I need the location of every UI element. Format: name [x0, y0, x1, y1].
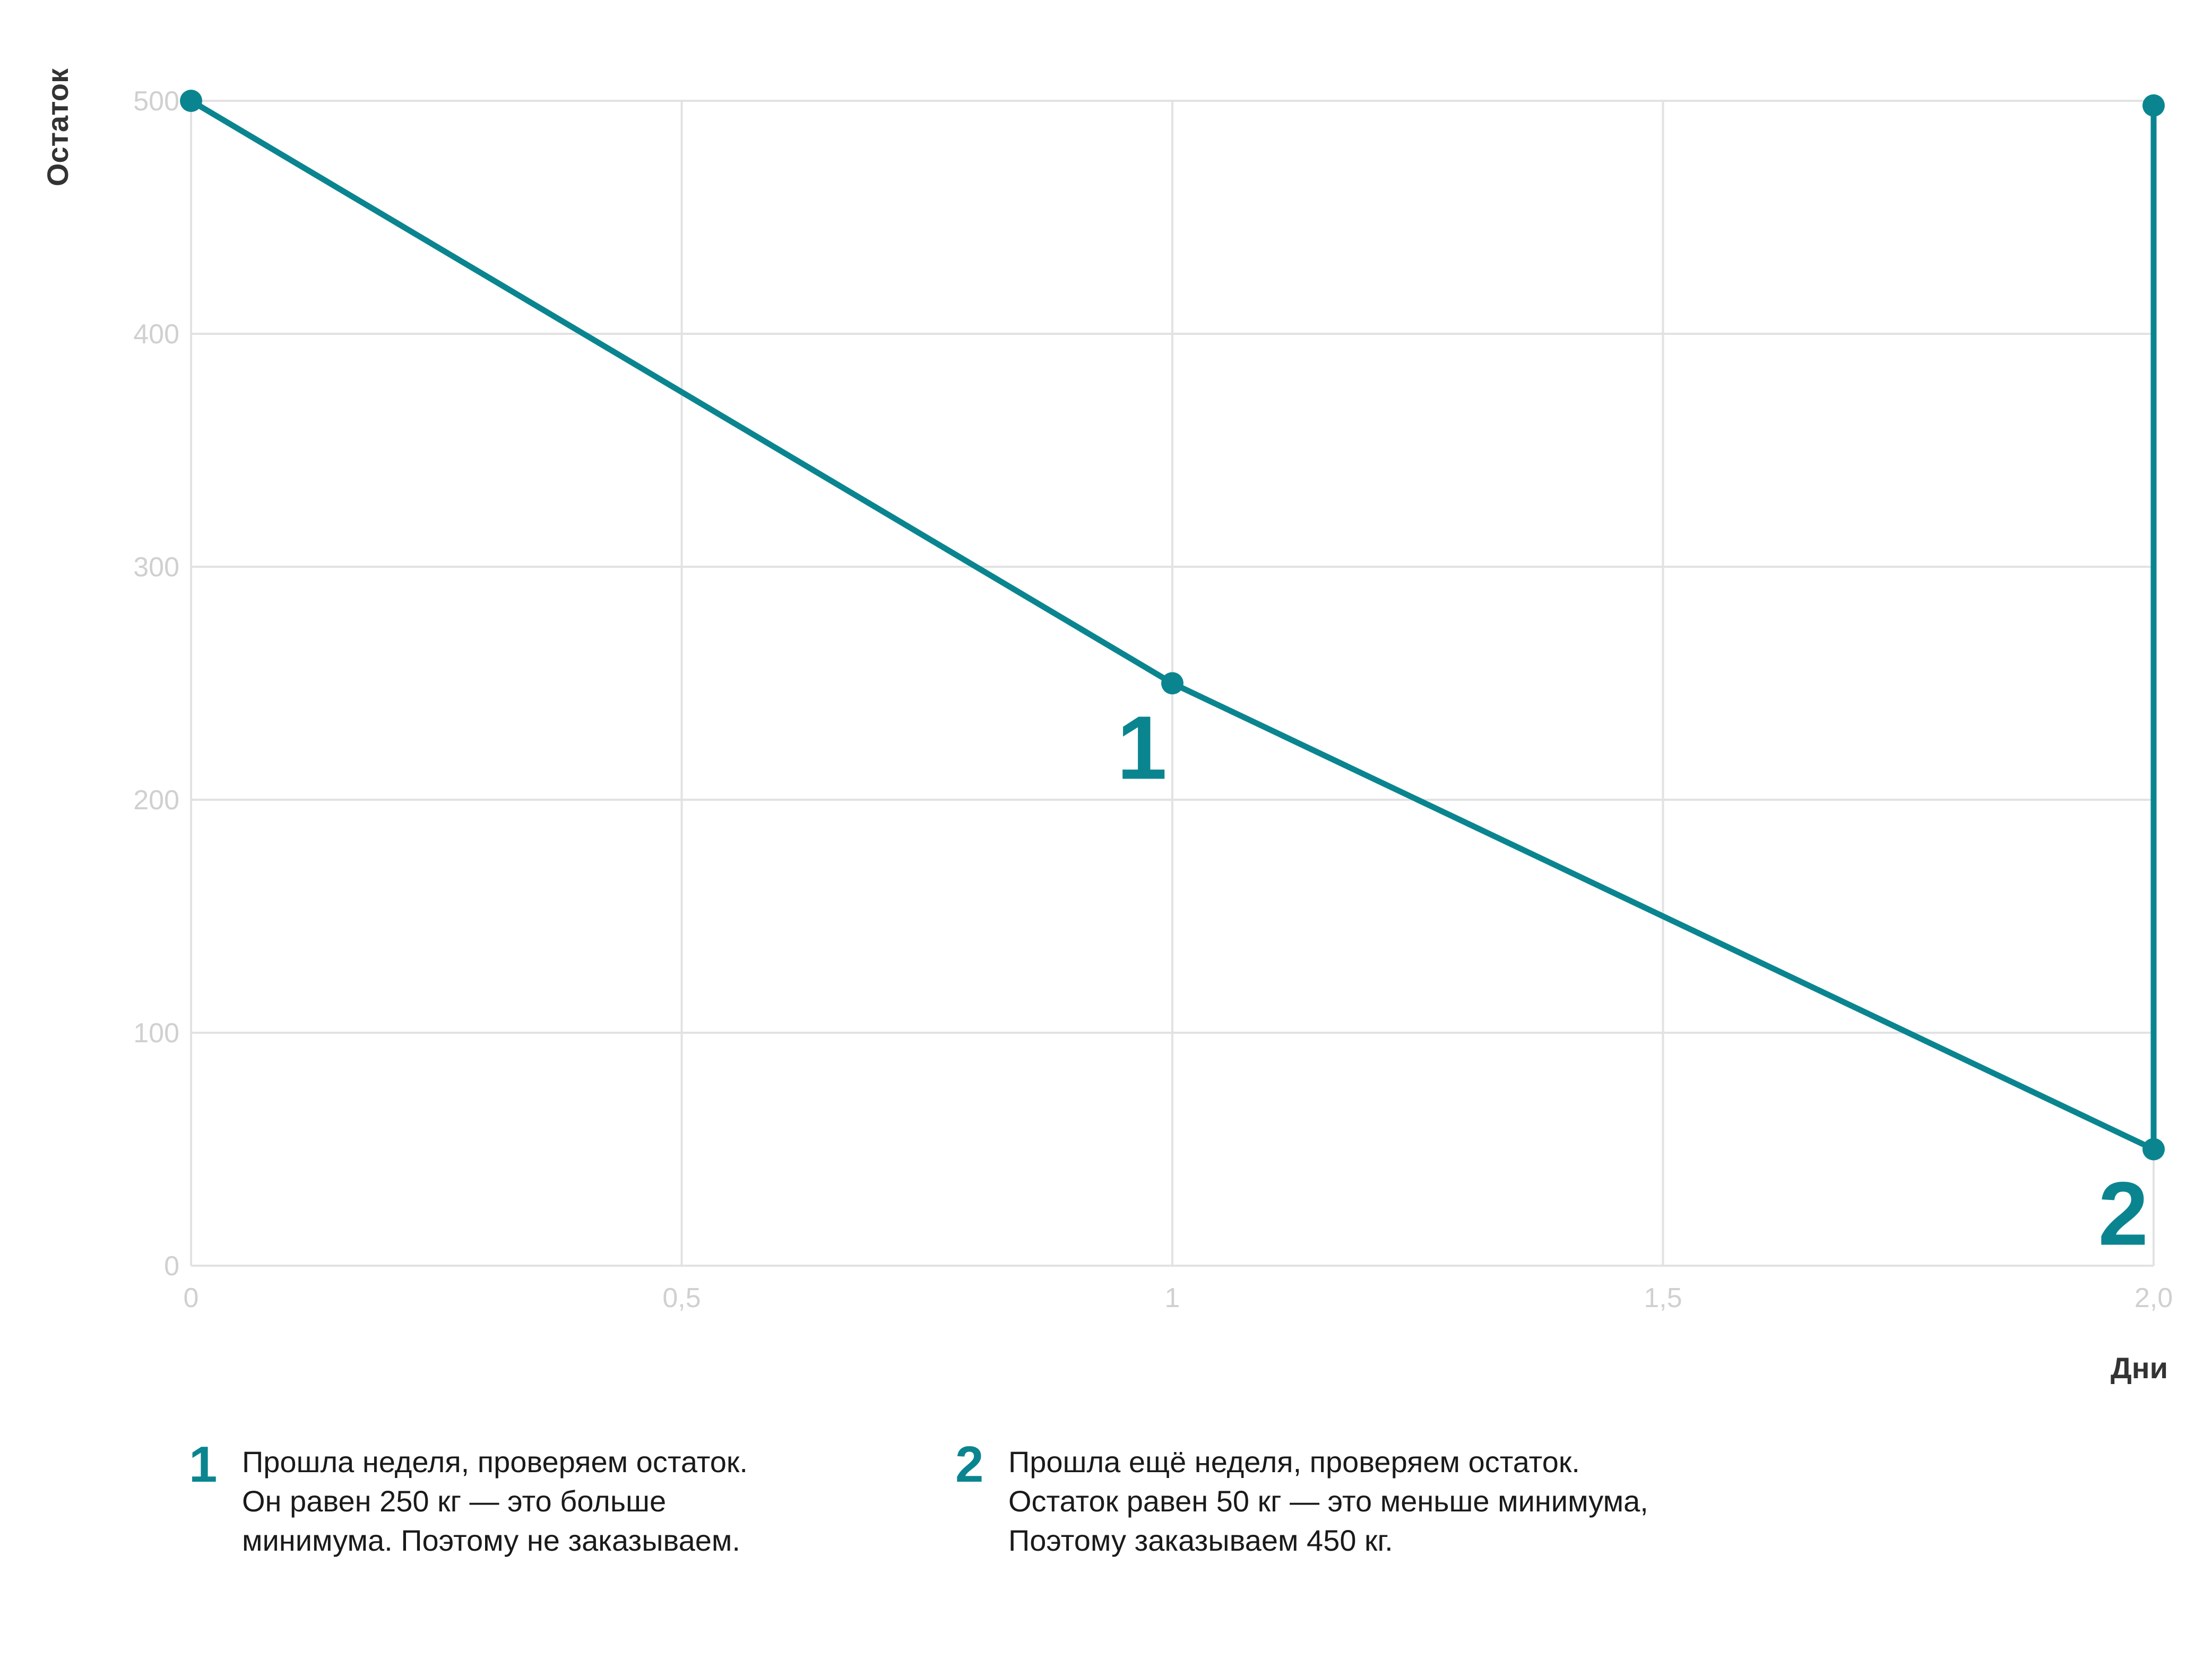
- y-tick-label: 400: [133, 319, 179, 350]
- point-annotations: 12: [1117, 698, 2148, 1265]
- note-1-line: Прошла неделя, проверяем остаток.: [242, 1445, 748, 1479]
- x-tick-label: 0,5: [662, 1283, 701, 1313]
- x-tick-label: 2,0: [2135, 1283, 2173, 1313]
- note-1-text: Прошла неделя, проверяем остаток. Он рав…: [242, 1442, 748, 1560]
- note-2-text: Прошла ещё неделя, проверяем остаток. Ос…: [1008, 1442, 1648, 1560]
- data-point: [2142, 1138, 2165, 1161]
- x-axis-title: Дни: [2111, 1351, 2168, 1385]
- note-1: 1 Прошла неделя, проверяем остаток. Он р…: [189, 1439, 748, 1560]
- note-1-line: минимума. Поэтому не заказываем.: [242, 1524, 740, 1557]
- note-1-line: Он равен 250 кг — это больше: [242, 1484, 667, 1518]
- tick-labels: 0 100 200 300 400 500 0 0,5 1 1,5 2,0: [133, 86, 2173, 1313]
- note-2-line: Поэтому заказываем 450 кг.: [1008, 1524, 1393, 1557]
- data-points: [180, 90, 2165, 1161]
- note-1-number: 1: [189, 1436, 218, 1493]
- note-2-line: Остаток равен 50 кг — это меньше минимум…: [1008, 1484, 1648, 1518]
- x-tick-label: 1,5: [1644, 1283, 1682, 1313]
- point-annotation-label: 2: [2098, 1164, 2148, 1265]
- y-axis-title: Остаток: [41, 68, 74, 186]
- note-2-line: Прошла ещё неделя, проверяем остаток.: [1008, 1445, 1580, 1479]
- y-tick-label: 0: [164, 1251, 179, 1282]
- series-line-segment: [188, 98, 1176, 686]
- x-tick-label: 1: [1165, 1283, 1180, 1313]
- series-line-segment: [1169, 680, 2157, 1152]
- note-2: 2 Прошла ещё неделя, проверяем остаток. …: [955, 1439, 1648, 1560]
- y-tick-label: 300: [133, 552, 179, 583]
- y-tick-label: 200: [133, 785, 179, 816]
- point-annotation-label: 1: [1117, 698, 1167, 799]
- note-2-number: 2: [955, 1436, 984, 1493]
- data-point: [2142, 94, 2165, 117]
- series-lines: [188, 98, 2157, 1152]
- data-point: [180, 90, 202, 112]
- y-tick-label: 100: [133, 1018, 179, 1049]
- x-tick-label: 0: [184, 1283, 199, 1313]
- y-tick-label: 500: [133, 86, 179, 117]
- data-point: [1161, 672, 1183, 695]
